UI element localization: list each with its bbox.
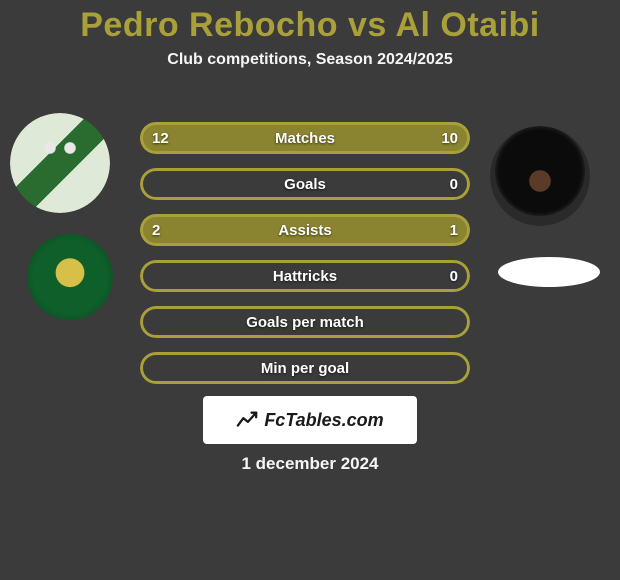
subtitle: Club competitions, Season 2024/2025 — [0, 51, 620, 69]
club-right-badge — [498, 257, 600, 287]
chart-icon — [236, 409, 258, 431]
player-left-avatar — [10, 113, 110, 213]
date-label: 1 december 2024 — [0, 454, 620, 474]
stat-value-right: 0 — [438, 168, 470, 200]
player-right-avatar — [490, 126, 590, 226]
stat-label: Hattricks — [140, 260, 470, 292]
stat-label: Min per goal — [140, 352, 470, 384]
page-title: Pedro Rebocho vs Al Otaibi — [0, 0, 620, 45]
comparison-card: Pedro Rebocho vs Al Otaibi Club competit… — [0, 0, 620, 580]
stat-row: Goals per match — [140, 306, 470, 338]
stat-row: Goals0 — [140, 168, 470, 200]
stat-label: Matches — [140, 122, 470, 154]
stat-row: Min per goal — [140, 352, 470, 384]
stat-value-left: 12 — [140, 122, 181, 154]
stat-row: Assists2 1 — [140, 214, 470, 246]
stat-label: Goals — [140, 168, 470, 200]
club-left-badge-image — [27, 234, 113, 320]
stat-value-left: 2 — [140, 214, 172, 246]
stat-row: Matches12 10 — [140, 122, 470, 154]
stat-label: Goals per match — [140, 306, 470, 338]
stat-value-right: 0 — [438, 260, 470, 292]
brand-badge: FcTables.com — [203, 396, 417, 444]
stat-label: Assists — [140, 214, 470, 246]
player-left-avatar-image — [10, 113, 110, 213]
stat-value-right: 1 — [438, 214, 470, 246]
club-left-badge — [27, 234, 113, 320]
stat-value-right: 10 — [429, 122, 470, 154]
player-right-avatar-image — [490, 126, 590, 226]
brand-text: FcTables.com — [264, 410, 383, 431]
stat-row: Hattricks0 — [140, 260, 470, 292]
stats-panel: Matches1210Goals0Assists21Hattricks0Goal… — [140, 122, 470, 398]
